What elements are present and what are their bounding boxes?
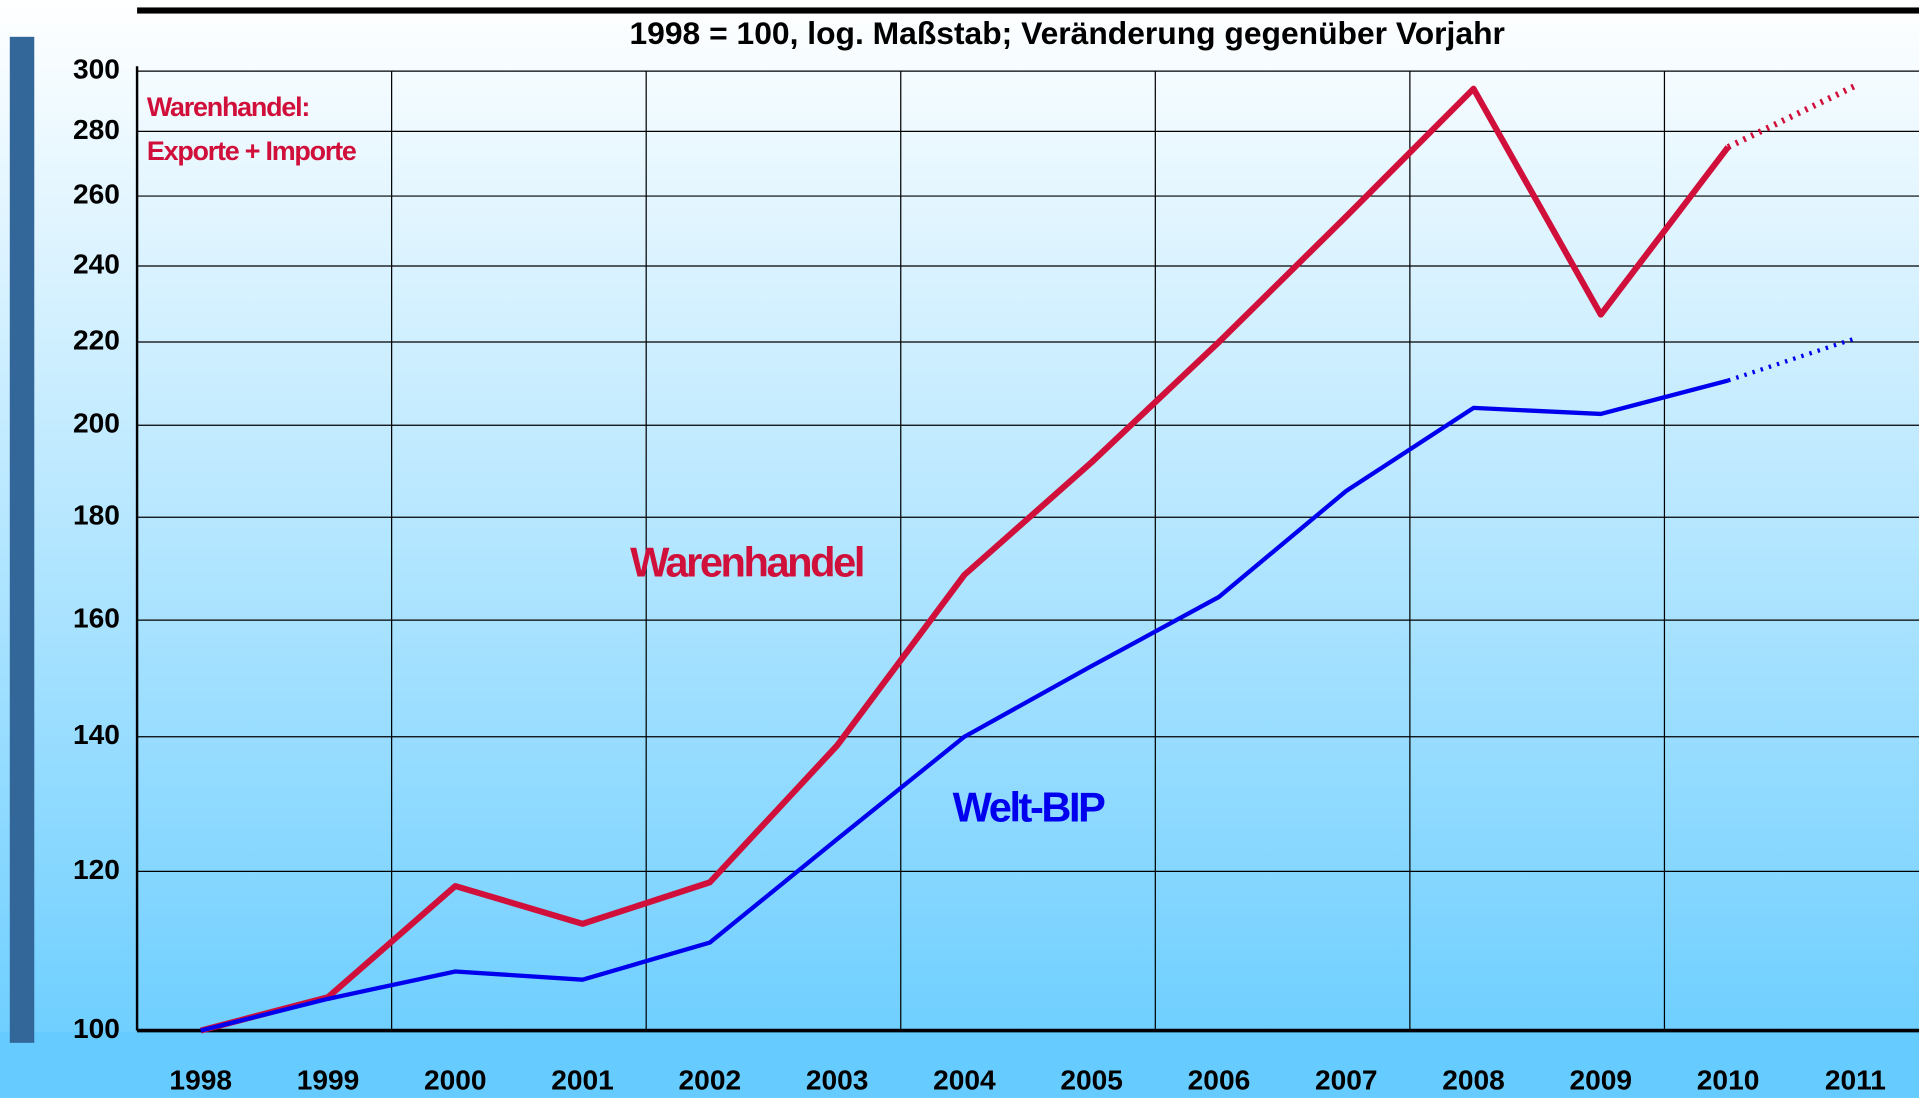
x-tick-label: 2002 [679,1064,742,1095]
y-tick-label: 180 [73,500,120,531]
y-tick-label: 240 [73,248,120,279]
y-tick-label: 300 [73,54,120,85]
side-bar [9,36,35,1043]
annotation: Warenhandel: [147,92,309,122]
x-tick-label: 2003 [806,1064,869,1095]
y-tick-label: 140 [73,719,120,750]
x-tick-label: 2004 [933,1064,996,1095]
x-tick-label: 2010 [1697,1064,1760,1095]
y-tick-label: 280 [73,114,120,145]
top-rule [137,7,1919,14]
series-label: Warenhandel [630,539,863,586]
series-label: Welt-BIP [953,783,1105,830]
x-tick-label: 2005 [1060,1064,1123,1095]
x-tick-label: 2009 [1570,1064,1633,1095]
x-tick-label: 2000 [424,1064,487,1095]
y-tick-label: 100 [73,1013,120,1044]
y-tick-label: 220 [73,324,120,355]
chart-title: 1998 = 100, log. Maßstab; Veränderung ge… [629,15,1504,51]
series-line-dotted [1726,83,1857,150]
series-line [199,85,1731,1034]
x-tick-label: 2006 [1188,1064,1251,1095]
annotation: Exporte + Importe [147,136,357,166]
x-tick-label: 2008 [1442,1064,1505,1095]
x-tick-label: 2007 [1315,1064,1378,1095]
x-tick-label: 2001 [551,1064,614,1095]
footer-band [0,1031,1919,1098]
y-tick-label: 160 [73,603,120,634]
series-line-dotted [1727,336,1857,383]
x-tick-label: 1998 [169,1064,232,1095]
x-tick-label: 1999 [297,1064,360,1095]
y-tick-label: 260 [73,179,120,210]
x-tick-label: 2011 [1825,1064,1886,1095]
y-tick-label: 120 [73,854,120,885]
series-line [200,378,1729,1033]
y-tick-label: 200 [73,408,120,439]
